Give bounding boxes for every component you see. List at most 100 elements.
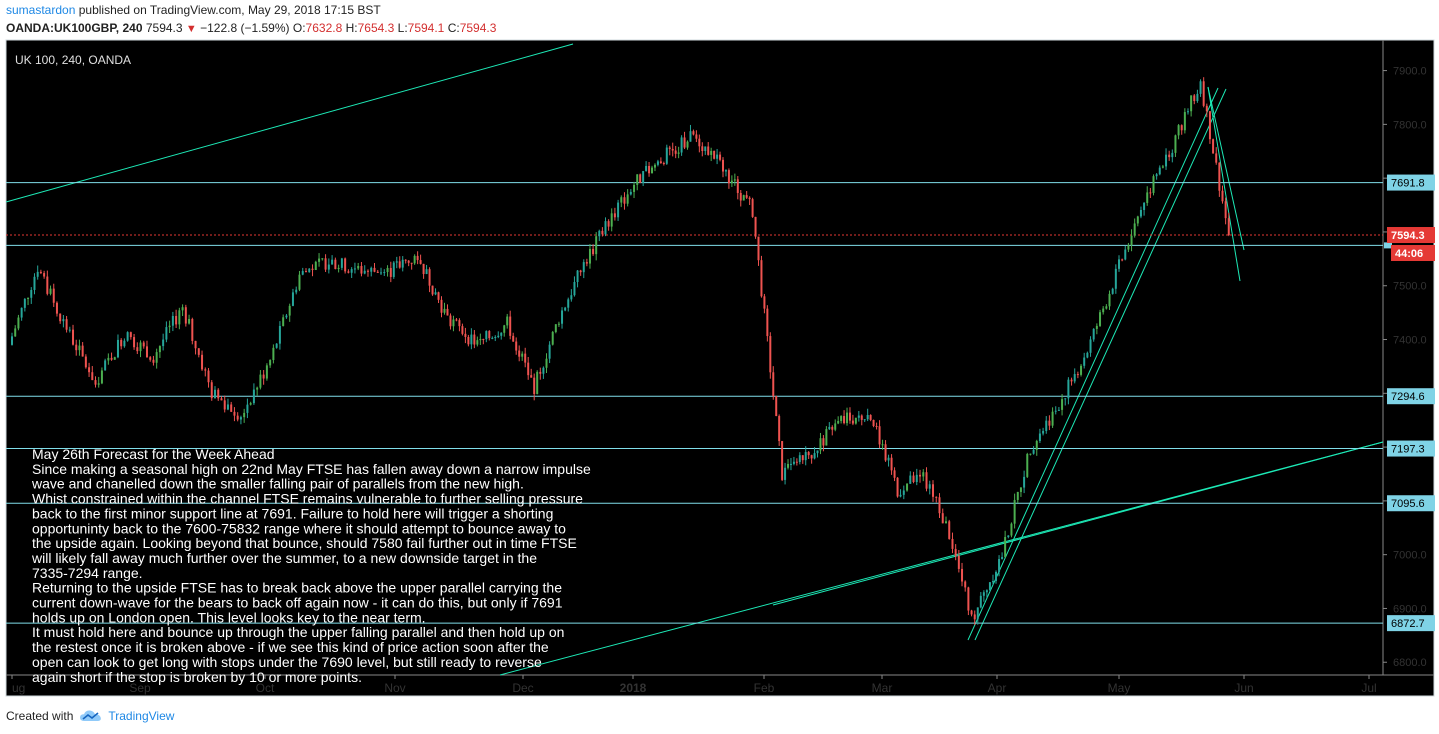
annotation-line: will likely fall away much further over …	[31, 550, 537, 566]
candle-body	[337, 267, 340, 270]
candle-body	[1171, 152, 1174, 158]
candle-body	[623, 197, 626, 204]
candle-body	[366, 270, 369, 272]
candle-body	[727, 170, 730, 184]
candle-body	[551, 331, 554, 345]
candle-body	[386, 267, 389, 273]
candle-body	[256, 387, 259, 390]
candle-body	[1016, 491, 1019, 500]
candle-body	[1152, 176, 1155, 193]
candle-body	[350, 269, 353, 273]
candle-body	[979, 595, 982, 608]
tradingview-link[interactable]: TradingView	[79, 709, 174, 723]
candle-body	[233, 411, 236, 416]
candle-body	[91, 372, 94, 381]
candle-body	[155, 352, 158, 363]
x-tick-label: May	[1108, 681, 1131, 695]
candle-body	[944, 521, 947, 524]
candle-body	[404, 259, 407, 261]
candle-body	[557, 323, 560, 325]
author-link[interactable]: sumastardon	[6, 3, 76, 17]
annotation-line: current down-wave for the bears to back …	[32, 595, 563, 611]
candle-body	[353, 268, 356, 270]
candle-body	[863, 419, 866, 421]
candle-body	[265, 365, 268, 379]
candle-body	[722, 159, 725, 172]
trendline-4	[967, 87, 1219, 641]
candle-body	[629, 191, 632, 195]
candle-body	[347, 271, 350, 273]
candle-body	[1143, 202, 1146, 210]
candle-body	[401, 259, 404, 268]
candle-body	[107, 357, 110, 361]
candle-body	[1089, 339, 1092, 353]
candle-body	[816, 450, 819, 454]
candle-body	[236, 415, 239, 420]
candle-body	[1193, 95, 1196, 102]
candle-body	[275, 343, 278, 348]
candle-body	[252, 389, 255, 404]
y-tick-label: 7000.0	[1393, 550, 1427, 562]
candle-body	[305, 271, 308, 273]
candle-body	[875, 425, 878, 427]
candle-body	[395, 261, 398, 263]
candle-body	[1007, 535, 1010, 537]
annotation-line: wave and chanelled down the smaller fall…	[31, 476, 524, 492]
candle-body	[425, 269, 428, 275]
candle-body	[334, 259, 337, 270]
candle-body	[78, 345, 81, 351]
x-tick-label: Feb	[754, 681, 775, 695]
candle-body	[819, 438, 822, 451]
annotation-line: back to the first minor support line at …	[32, 505, 553, 521]
last-price-tag-label: 7594.3	[1391, 230, 1425, 242]
candle-body	[288, 305, 291, 316]
candle-body	[168, 325, 171, 328]
candle-body	[843, 416, 846, 424]
candle-body	[1070, 379, 1073, 382]
price-chart[interactable]: 6800.06900.07000.07100.07200.07300.07400…	[0, 37, 1439, 699]
candles	[11, 77, 1230, 625]
candle-body	[909, 475, 912, 484]
candle-body	[730, 180, 733, 184]
candle-body	[497, 335, 500, 337]
candle-body	[446, 308, 449, 316]
candle-body	[564, 307, 567, 311]
candle-body	[158, 346, 161, 353]
candle-body	[1180, 125, 1183, 131]
candle-body	[970, 610, 973, 615]
candle-body	[626, 194, 629, 204]
candle-body	[133, 337, 136, 348]
level-tag	[1387, 440, 1435, 457]
candle-body	[1136, 216, 1139, 224]
candle-body	[207, 370, 210, 383]
high-label: H:	[345, 21, 358, 35]
candle-body	[116, 339, 119, 358]
candle-body	[314, 261, 317, 271]
candle-body	[1208, 111, 1211, 140]
candle-body	[285, 315, 288, 318]
candle-body	[781, 441, 784, 480]
candle-body	[1224, 201, 1227, 219]
candle-body	[485, 331, 488, 340]
candle-body	[592, 248, 595, 255]
candle-body	[884, 444, 887, 461]
candle-body	[636, 174, 639, 185]
candle-body	[683, 137, 686, 148]
candle-body	[639, 174, 642, 184]
candle-body	[62, 319, 65, 322]
candle-body	[1155, 174, 1158, 177]
candle-body	[1202, 81, 1205, 106]
candle-body	[246, 404, 249, 413]
candle-body	[476, 340, 479, 345]
x-tick-label: Jun	[1234, 681, 1253, 695]
candle-body	[733, 179, 736, 181]
candle-body	[36, 271, 39, 277]
candle-body	[710, 150, 713, 155]
y-tick-label: 6800.0	[1393, 657, 1427, 669]
candle-body	[239, 417, 242, 420]
candle-body	[665, 147, 668, 164]
candle-body	[301, 271, 304, 275]
candle-body	[1045, 420, 1048, 431]
candle-body	[701, 146, 704, 151]
candle-body	[1121, 259, 1124, 261]
